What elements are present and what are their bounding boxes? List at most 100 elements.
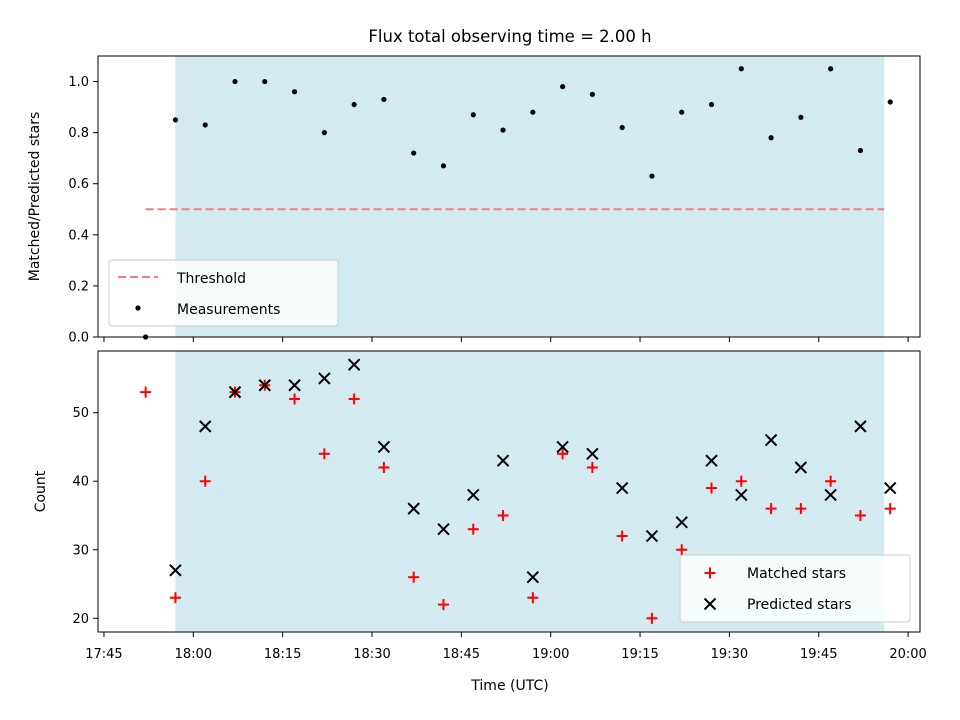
matched-stars-point [318,448,330,460]
measurement-point [649,173,655,179]
x-tick-label: 19:00 [532,647,569,662]
predicted-stars-point [556,440,569,454]
predicted-stars-point [586,447,599,461]
ratio-legend-box [108,259,339,327]
ratio-y-tick-label: 0.4 [68,228,89,243]
ratio-y-tick-label: 0.2 [68,279,89,294]
count-y-tick-label: 50 [72,406,89,421]
matched-stars-point [408,571,420,583]
ratio-y-tick-label: 1.0 [68,75,89,90]
matched-stars-point [199,475,211,487]
legend-predicted-label: Predicted stars [747,597,852,613]
predicted-stars-point [407,502,420,515]
predicted-stars-point [884,481,897,495]
count-y-tick-label: 30 [72,543,89,558]
matched-stars-point [557,448,569,460]
measurement-point [738,66,744,72]
ratio-y-axis: 0.0 0.2 0.4 0.6 0.8 1.0 [68,75,98,346]
matched-stars-point [378,462,390,474]
count-y-tick-label: 40 [72,475,89,490]
predicted-stars-point [377,440,391,454]
legend-matched-marker [704,567,716,579]
legend-matched-swatch [704,567,716,579]
measurement-point [857,147,864,154]
ratio-plot-frame [97,55,921,338]
predicted-stars-point [169,564,182,577]
predicted-stars-point [437,522,450,536]
predicted-stars-point [258,379,271,392]
predicted-stars-point [228,385,242,399]
x-tick-label: 20:00 [889,647,926,662]
measurement-point [232,78,238,85]
x-tick-label: 18:00 [175,647,212,662]
x-tick-label: 19:45 [800,647,837,662]
predicted-stars-point [764,433,778,447]
matched-stars-point [795,503,807,515]
ratio-legend: Threshold Measurements [108,259,339,327]
count-points [140,358,897,624]
matched-stars-point [884,503,896,515]
count-y-tick-label: 20 [72,612,89,627]
x-tick-label: 19:15 [621,647,658,662]
matched-stars-point [169,592,181,604]
predicted-stars-point [675,516,688,529]
measurement-point [768,135,774,141]
legend-measurements-swatch [135,305,141,311]
x-tick-label: 19:30 [711,647,748,662]
measurement-point [321,130,327,136]
measurement-point [530,109,536,115]
count-legend: Matched stars Predicted stars [679,554,911,623]
count-y-axis-label: Count [33,470,49,512]
matched-stars-point [437,599,449,611]
measurement-point [470,112,476,118]
matched-stars-point [765,503,777,515]
legend-predicted-marker [703,597,717,611]
measurement-point [440,163,447,169]
legend-measurements-label: Measurements [177,302,280,318]
predicted-stars-point [615,481,629,495]
x-tick-label: 17:45 [85,647,122,662]
predicted-stars-point [705,454,718,467]
figure-title: Flux total observing time = 2.00 h [368,27,651,46]
measurement-point [679,109,685,115]
predicted-stars-point [467,488,480,502]
matched-stars-point [854,509,866,521]
ratio-y-tick-label: 0.0 [68,331,89,346]
matched-stars-point [706,482,718,494]
count-y-axis: 20 30 40 50 [72,406,98,627]
predicted-stars-point [645,529,659,543]
matched-stars-point [467,523,479,535]
predicted-stars-point [854,420,867,433]
ratio-y-tick-label: 0.8 [68,126,89,141]
measurement-point [500,127,506,133]
predicted-stars-point [347,358,361,371]
predicted-stars-point [199,420,212,433]
measurement-point [798,114,804,120]
count-legend-box [679,554,911,623]
count-plot-frame [97,350,921,633]
predicted-stars-point [526,570,540,584]
x-tick-label: 18:45 [443,647,480,662]
matched-stars-point [289,393,301,405]
measurement-point [411,150,417,156]
measurement-point [381,96,387,103]
matched-stars-point [497,509,509,521]
measurement-points [143,66,893,340]
ratio-y-tick-label: 0.6 [68,177,89,192]
measurement-point [172,117,179,123]
measurement-point [619,124,625,131]
matched-stars-point [586,462,598,474]
matched-stars-point [616,530,628,542]
measurement-point [262,78,268,85]
x-tick-label: 18:15 [264,647,301,662]
predicted-stars-point [824,488,837,502]
matched-stars-point [825,475,837,487]
predicted-stars-point [496,454,510,467]
measurement-point [589,91,595,97]
measurement-point [560,84,566,90]
measurement-point [291,89,298,95]
measurement-point [708,101,715,108]
ratio-panel: 0.0 0.2 0.4 0.6 0.8 1.0 Matched/Predicted sta… [27,55,921,346]
measurement-point [828,66,834,72]
measurement-point [351,101,357,108]
